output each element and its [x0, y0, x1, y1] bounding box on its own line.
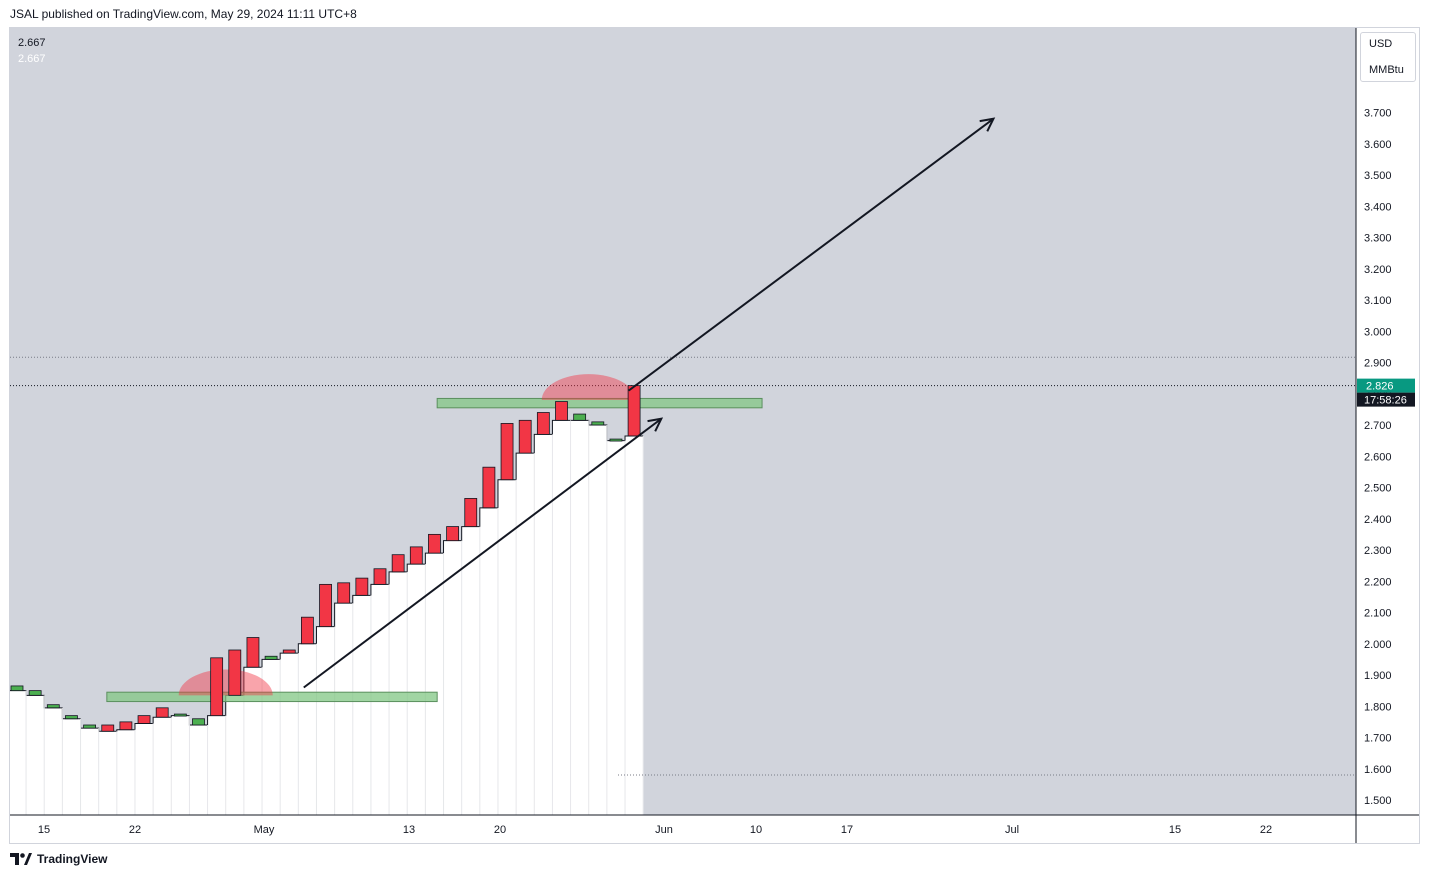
candle: [246, 637, 260, 668]
candle: [282, 649, 296, 654]
candle: [337, 582, 351, 604]
candle: [627, 385, 641, 437]
candle: [210, 657, 224, 717]
price-tick-label: 2.900: [1364, 358, 1392, 370]
trend-arrow-head: [647, 417, 664, 432]
countdown-tag: [1357, 392, 1415, 407]
price-tick-label: 2.300: [1364, 545, 1392, 557]
candle: [228, 649, 242, 696]
price-tick-label: 3.000: [1364, 326, 1392, 338]
price-tick-label: 2.700: [1364, 420, 1392, 432]
trend-arrow: [628, 117, 995, 392]
candle: [83, 724, 96, 729]
chart-frame: [9, 27, 1420, 844]
legend-value-secondary: 2.667: [18, 53, 46, 65]
candle: [192, 718, 205, 726]
publisher-caption: JSAL published on TradingView.com, May 2…: [10, 7, 357, 21]
price-tick-label: 2.200: [1364, 576, 1392, 588]
price-tick-label: 1.600: [1364, 764, 1392, 776]
price-tick-label: 1.700: [1364, 733, 1392, 745]
candle: [536, 412, 550, 435]
candle: [155, 707, 169, 718]
price-tick-label: 3.600: [1364, 139, 1392, 151]
trend-arrow: [303, 417, 662, 689]
candle: [65, 715, 78, 720]
price-tick-label: 3.400: [1364, 201, 1392, 213]
candle: [355, 577, 369, 596]
candle: [446, 526, 460, 542]
candle: [319, 583, 332, 627]
candle: [264, 655, 278, 660]
footer: TradingView: [10, 852, 107, 866]
candle: [464, 498, 478, 527]
currency-label: USD: [1369, 38, 1393, 50]
candle: [10, 685, 24, 692]
candle: [409, 546, 423, 565]
candle: [609, 438, 623, 442]
candle: [119, 721, 133, 731]
current-price-value: 2.826: [1366, 381, 1394, 393]
candle: [46, 704, 60, 709]
candle: [518, 419, 532, 454]
footer-brand: TradingView: [37, 852, 108, 866]
time-tick-label: 22: [1260, 824, 1272, 836]
candle: [373, 568, 387, 585]
support-resistance-zone: [106, 691, 438, 703]
time-tick-label: 17: [841, 824, 853, 836]
candle: [300, 616, 314, 645]
trend-arrow-head: [979, 117, 996, 132]
current-price-tag: [1357, 378, 1415, 393]
time-tick-label: 15: [38, 824, 50, 836]
time-tick-label: Jun: [655, 824, 673, 836]
time-tick-label: 22: [129, 824, 141, 836]
candle: [573, 413, 587, 421]
time-tick-label: 10: [750, 824, 762, 836]
tradingview-logo-icon: [10, 853, 32, 865]
candle: [28, 690, 42, 696]
legend-values: 2.667 2.667: [18, 35, 46, 67]
support-resistance-zone: [436, 397, 763, 409]
time-tick-label: 13: [403, 824, 415, 836]
time-tick-label: May: [254, 824, 275, 836]
legend-value-primary: 2.667: [18, 37, 46, 49]
price-tick-label: 2.400: [1364, 514, 1392, 526]
candle: [482, 466, 496, 509]
top-arch-marker: [541, 374, 636, 400]
price-tick-label: 3.500: [1364, 170, 1392, 182]
top-arch-marker: [178, 669, 273, 696]
price-tick-label: 2.100: [1364, 608, 1392, 620]
candle: [391, 554, 405, 573]
bar-countdown-value: 17:58:26: [1364, 395, 1407, 407]
price-tick-label: 2.500: [1364, 483, 1392, 495]
price-tick-label: 3.700: [1364, 108, 1392, 120]
area-fill: [10, 420, 644, 815]
candle: [555, 401, 568, 421]
time-tick-label: 20: [494, 824, 506, 836]
unit-label: MMBtu: [1369, 64, 1404, 76]
candle: [173, 713, 187, 717]
price-tick-label: 1.900: [1364, 670, 1392, 682]
time-tick-label: Jul: [1005, 824, 1019, 836]
price-tick-label: 3.300: [1364, 233, 1392, 245]
candle: [428, 533, 441, 554]
price-tick-label: 3.100: [1364, 295, 1392, 307]
price-tick-label: 2.600: [1364, 451, 1392, 463]
candle: [500, 423, 514, 481]
currency-unit-selector[interactable]: USD MMBtu: [1360, 32, 1416, 82]
candle: [137, 715, 151, 724]
price-tick-label: 1.500: [1364, 795, 1392, 807]
time-tick-label: 15: [1169, 824, 1181, 836]
candle: [101, 724, 115, 732]
price-tick-label: 1.800: [1364, 701, 1392, 713]
candle: [591, 421, 605, 426]
price-tick-label: 2.000: [1364, 639, 1392, 651]
price-tick-label: 3.200: [1364, 264, 1392, 276]
